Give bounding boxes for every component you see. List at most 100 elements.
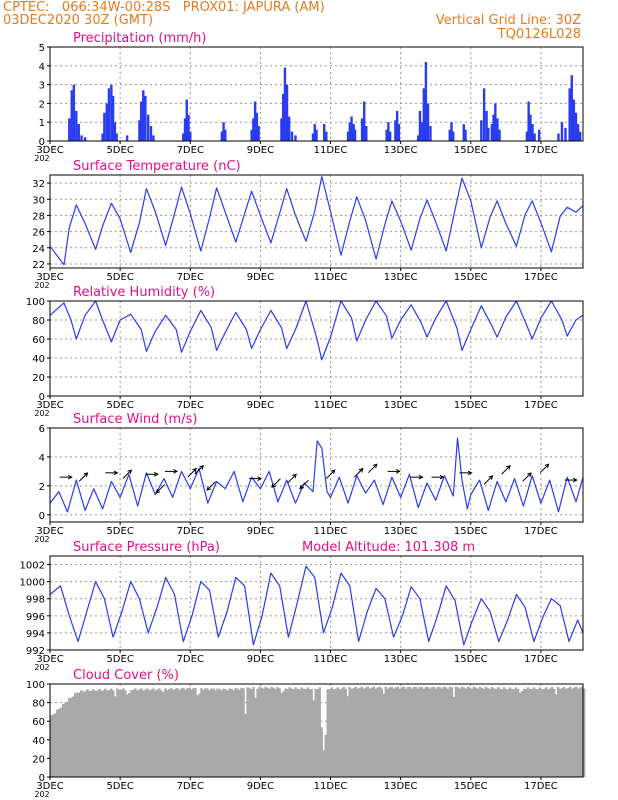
wind-arrow-shaft [271, 478, 281, 488]
x-tick-label: 17DEC [524, 400, 558, 411]
wind-arrow [410, 474, 424, 480]
cloud-bar [218, 688, 221, 777]
cloud-bar [236, 688, 239, 777]
cloud-bar [342, 687, 345, 777]
precip-bar [285, 84, 289, 141]
cloud-bar [360, 686, 363, 777]
cloud-bar [522, 689, 526, 777]
y-tick-label: 60 [32, 717, 45, 728]
cloud-bar [286, 689, 289, 777]
x-tick-label: 11DEC [314, 145, 348, 156]
cloud-bar [580, 686, 584, 777]
x-tick-label: 3DEC [36, 145, 63, 156]
x-tick-label: 9DEC [247, 526, 274, 537]
x-tick-label: 9DEC [247, 272, 274, 283]
wind-arrow [155, 484, 166, 494]
precip-bar [448, 129, 451, 141]
precip-bar [290, 131, 294, 141]
cloud-bar [198, 693, 201, 777]
wind-arrow-shaft [78, 472, 88, 482]
cloud-bar [164, 688, 167, 777]
cloud-bar [192, 688, 195, 777]
y-tick-label: 2 [39, 482, 45, 493]
cloud-bar [60, 707, 63, 777]
y-tick-label: 3 [39, 81, 45, 92]
cloud-bar [438, 687, 442, 777]
precip-bar [568, 88, 571, 141]
cloud-bar [158, 688, 161, 777]
cloud-bar [408, 686, 412, 777]
cloud-bar [474, 687, 478, 777]
wind-arrow [105, 470, 119, 476]
x-tick-label: 17DEC [524, 781, 558, 792]
wind-arrow-head [488, 475, 494, 480]
cloud-bar [220, 690, 223, 777]
wind-arrow [145, 471, 159, 477]
x-tick-label: 5DEC [106, 526, 133, 537]
wind-arrow-head [358, 467, 364, 473]
y-tick-label: 1002 [20, 561, 45, 572]
x-tick-label: 15DEC [454, 781, 488, 792]
precip-bar [397, 124, 401, 141]
cloud-bar [226, 690, 229, 777]
cloud-bar [76, 692, 79, 777]
panel-title: Surface Wind (m/s) [73, 412, 197, 427]
precip-bar [115, 133, 118, 141]
wind-arrow-head [173, 469, 179, 474]
precip-bar [346, 131, 350, 141]
cloud-bar [418, 686, 422, 777]
precip-bar [139, 101, 143, 141]
precip-bar [152, 135, 155, 141]
cloud-bar [484, 686, 488, 777]
cloud-bar [424, 686, 428, 777]
precip-bar [494, 103, 497, 141]
x-tick-label: 7DEC [177, 400, 204, 411]
cloud-bar [282, 691, 285, 777]
cloud-bar [540, 689, 544, 777]
cloud-bar [506, 689, 510, 777]
cloud-bar [462, 687, 466, 777]
x-tick-label: 17DEC [524, 654, 558, 665]
wind-arrow-head [572, 477, 578, 483]
series-line [49, 176, 584, 266]
cloud-bar [468, 687, 472, 777]
precip-bar [313, 124, 316, 141]
precip-bar [365, 125, 368, 141]
cloud-bar [134, 688, 137, 777]
wind-arrow-shaft [539, 463, 549, 474]
precip-bar [418, 110, 422, 141]
x-tick-label: 15DEC [454, 654, 488, 665]
cloud-bar [500, 689, 504, 777]
wind-arrow [483, 475, 494, 485]
cloud-bar [466, 686, 470, 777]
cloud-bar [306, 687, 309, 777]
cloud-bar [108, 690, 111, 777]
cloud-bar [380, 688, 384, 777]
cloud-bar [528, 689, 532, 777]
wind-arrow-head [113, 470, 119, 476]
x-tick-label: 15DEC [454, 400, 488, 411]
wind-arrow [368, 463, 378, 474]
cloud-bar [152, 688, 155, 777]
precip-bar [531, 124, 534, 141]
cloud-bar [122, 688, 125, 777]
year-label: 202 [34, 281, 49, 290]
precip-bar [416, 135, 420, 141]
cloud-bar [270, 686, 273, 777]
panel-title: Cloud Cover (%) [73, 668, 179, 683]
cloud-bar [472, 686, 476, 777]
wind-arrow-head [395, 469, 401, 474]
precip-bar [189, 131, 192, 141]
precip-bar [125, 135, 129, 141]
cloud-bar [536, 688, 540, 777]
precip-bar [325, 131, 328, 141]
wind-arrow-shaft [287, 474, 297, 484]
cloud-bar [86, 689, 89, 777]
cloud-bar [512, 689, 516, 777]
cloud-bar [128, 692, 131, 777]
precip-bar [492, 114, 495, 141]
year-label: 202 [34, 663, 49, 672]
cloud-bar [404, 688, 408, 777]
y-tick-label: 40 [32, 354, 45, 365]
y-tick-label: 1000 [20, 578, 45, 589]
